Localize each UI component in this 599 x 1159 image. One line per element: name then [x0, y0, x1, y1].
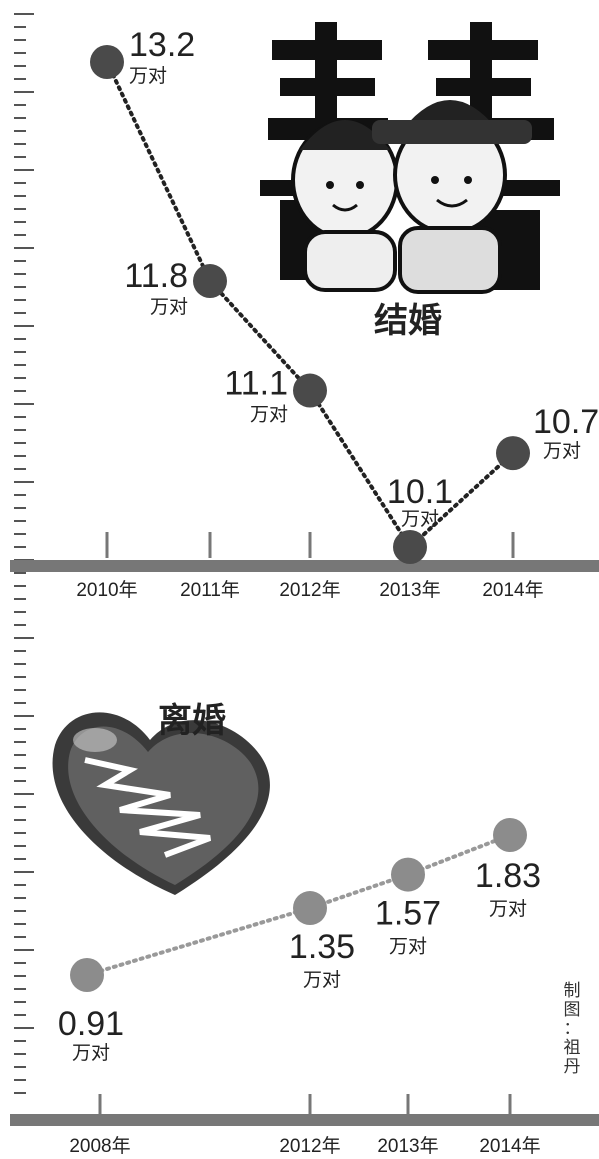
unit-label: 万对: [389, 936, 427, 958]
data-label: 13.2: [129, 26, 195, 64]
credit-char: 祖: [563, 1038, 581, 1058]
wedding-couple-icon: [260, 22, 560, 295]
data-label: 1.83: [475, 857, 541, 895]
broken-heart-icon: [52, 712, 270, 895]
data-point: [493, 818, 527, 852]
x-tick-label: 2011年: [180, 579, 240, 601]
unit-label: 万对: [303, 969, 341, 991]
unit-label: 万对: [250, 404, 288, 426]
credit-char: 丹: [563, 1057, 581, 1077]
data-point: [90, 45, 124, 79]
unit-label: 万对: [129, 65, 167, 87]
unit-label: 万对: [72, 1042, 110, 1064]
marriage-title: 结婚: [374, 301, 442, 341]
unit-label: 万对: [543, 440, 581, 462]
x-tick-label: 2014年: [482, 579, 543, 601]
x-tick-label: 2012年: [279, 579, 340, 601]
data-point: [391, 857, 425, 892]
left-ruler: [14, 13, 34, 1094]
credit-char: 图: [563, 1000, 581, 1020]
data-label: 10.7: [533, 403, 599, 441]
marriage-line-chart: 2010年 2011年 2012年 2013年 2014年13.2万对11.8万对11.…: [10, 26, 599, 601]
credit-text: 制 图 ： 祖 丹: [560, 982, 584, 1077]
data-label: 11.8: [124, 257, 188, 295]
data-point: [70, 958, 104, 992]
unit-label: 万对: [489, 898, 527, 920]
divorce-line-chart: 2008年 2012年 2013年 2014年0.91万对1.35万对1.57万对1.…: [10, 818, 599, 1157]
series-line: [85, 833, 512, 977]
x-tick-label: 2010年: [76, 579, 137, 601]
x-tick-label: 2012年: [279, 1135, 340, 1157]
data-point: [193, 264, 227, 299]
data-label: 10.1: [387, 473, 453, 511]
divorce-title: 离婚: [158, 701, 226, 741]
credit-char: ：: [563, 1019, 581, 1039]
x-tick-label: 2013年: [379, 579, 440, 601]
data-label: 0.91: [58, 1005, 124, 1043]
x-tick-label: 2013年: [377, 1135, 438, 1157]
credit-char: 制: [563, 981, 581, 1001]
unit-label: 万对: [401, 508, 439, 530]
x-tick-label: 2014年: [479, 1135, 540, 1157]
data-point: [293, 373, 327, 408]
data-point: [293, 891, 327, 926]
data-label: 11.1: [224, 365, 288, 403]
data-label: 1.35: [289, 928, 355, 966]
unit-label: 万对: [150, 296, 188, 318]
data-label: 1.57: [375, 895, 441, 933]
x-tick-label: 2008年: [69, 1135, 130, 1157]
data-point: [496, 436, 530, 471]
data-point: [393, 530, 427, 564]
